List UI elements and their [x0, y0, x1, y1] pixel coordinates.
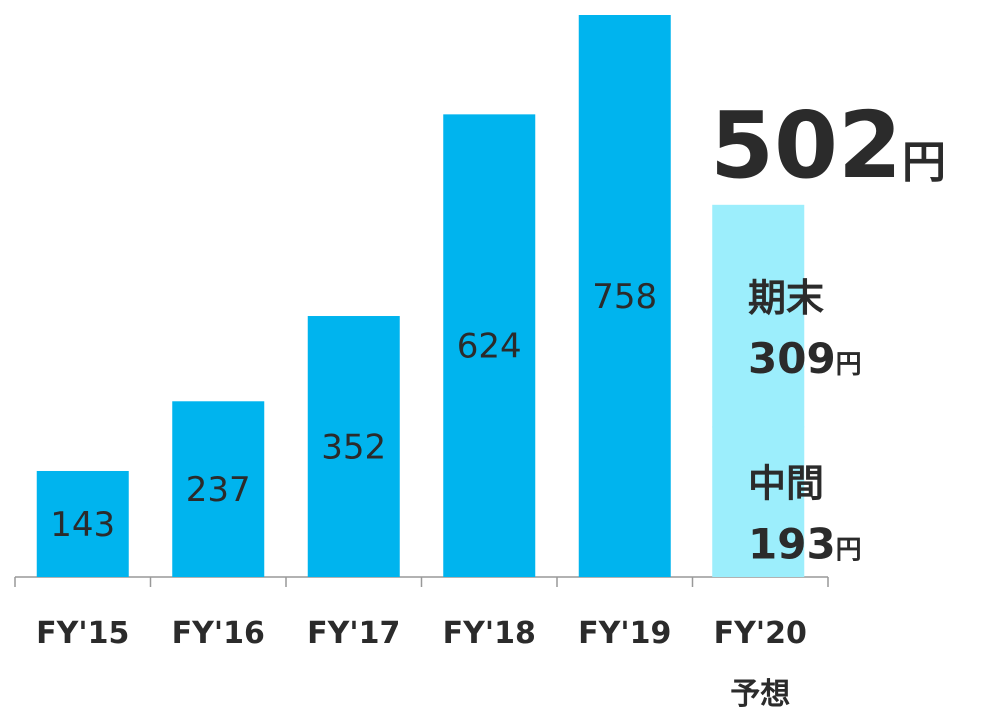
bar: [36, 470, 129, 577]
value-label: 237: [186, 470, 251, 510]
unit: 円: [836, 350, 862, 380]
value-label: 758: [592, 277, 657, 317]
unit: 円: [836, 536, 862, 566]
forecast-note: 予想: [730, 677, 790, 712]
x-tick-label: FY'15: [36, 616, 129, 651]
forecast-segment: [712, 204, 805, 428]
segment-value-label: 193円: [748, 520, 862, 569]
x-tick-label: FY'20: [714, 616, 807, 651]
segment-name: 中間: [748, 462, 824, 506]
x-tick-label: FY'18: [443, 616, 536, 651]
segment-value: 193: [748, 520, 836, 569]
value-label: 143: [50, 505, 115, 545]
value-label: 352: [321, 428, 386, 468]
bar: [172, 401, 265, 577]
unit: 円: [902, 137, 946, 188]
x-tick-label: FY'19: [578, 616, 671, 651]
x-tick-label: FY'17: [307, 616, 400, 651]
value-label: 624: [457, 327, 522, 367]
bar: [307, 316, 400, 577]
forecast-segment: [712, 426, 805, 577]
x-tick-label: FY'16: [172, 616, 265, 651]
forecast-total-label: 502円: [710, 92, 946, 199]
segment-value: 309: [748, 334, 836, 383]
bar: [578, 15, 671, 577]
segment-value-label: 309円: [748, 334, 862, 383]
forecast-total: 502: [710, 92, 902, 199]
bar: [443, 114, 536, 577]
segment-name: 期末: [748, 276, 824, 320]
